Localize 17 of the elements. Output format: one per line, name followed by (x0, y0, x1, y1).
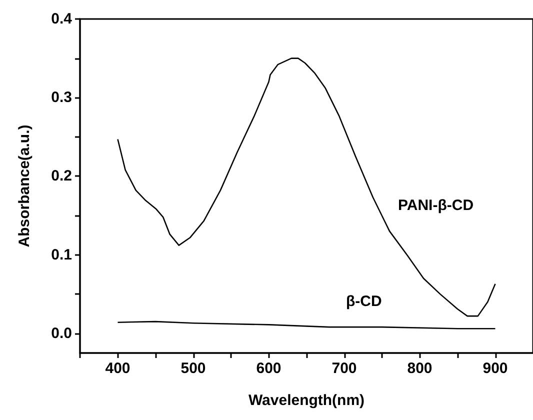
y-tick-label: 0.3 (51, 89, 72, 106)
x-tick-label: 500 (180, 360, 206, 377)
y-axis-title: Absorbance(a.u.) (16, 124, 33, 248)
y-tick-label: 0.0 (51, 324, 72, 342)
y-tick-label: 0.2 (51, 168, 72, 185)
line-series (117, 58, 496, 317)
series-label: β-CD (346, 293, 382, 310)
series-label: PANI-β-CD (398, 197, 474, 214)
line-series (117, 320, 496, 330)
x-tick-label: 800 (407, 360, 432, 377)
x-axis-title: Wavelength(nm) (248, 392, 365, 409)
x-tick-label: 700 (332, 360, 357, 377)
y-tick-label: 0.4 (51, 10, 73, 28)
x-tick-label: 900 (482, 360, 508, 377)
x-tick-label: 400 (105, 360, 130, 377)
y-tick-label: 0.1 (51, 246, 72, 264)
x-tick-label: 600 (256, 360, 282, 377)
